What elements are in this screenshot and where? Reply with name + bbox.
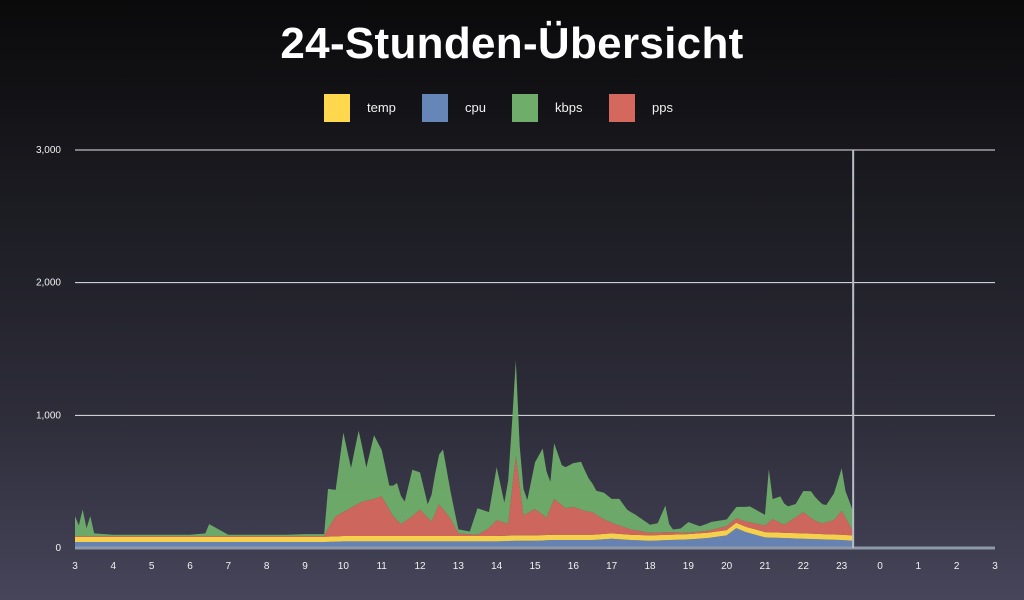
- x-tick-label: 23: [836, 561, 848, 572]
- x-tick-label: 18: [644, 561, 656, 572]
- x-tick-label: 16: [568, 561, 580, 572]
- legend-label-pps: pps: [652, 100, 673, 115]
- x-tick-label: 4: [111, 561, 117, 572]
- legend-label-temp: temp: [367, 100, 396, 115]
- x-tick-label: 12: [414, 561, 426, 572]
- x-tick-label: 0: [877, 561, 883, 572]
- y-tick-label: 2,000: [36, 278, 61, 289]
- x-tick-label: 13: [453, 561, 465, 572]
- y-tick-label: 0: [55, 543, 61, 554]
- x-tick-label: 5: [149, 561, 155, 572]
- x-tick-label: 9: [302, 561, 308, 572]
- x-tick-label: 1: [916, 561, 922, 572]
- x-tick-label: 7: [226, 561, 232, 572]
- x-tick-label: 2: [954, 561, 960, 572]
- page-title: 24-Stunden-Übersicht: [280, 19, 744, 68]
- x-tick-label: 14: [491, 561, 503, 572]
- x-tick-label: 10: [338, 561, 350, 572]
- x-tick-label: 19: [683, 561, 695, 572]
- legend-swatch-temp: [324, 94, 350, 122]
- legend-swatch-cpu: [422, 94, 448, 122]
- x-tick-label: 22: [798, 561, 810, 572]
- x-tick-label: 17: [606, 561, 618, 572]
- area-temp: [75, 522, 854, 543]
- x-tick-label: 8: [264, 561, 270, 572]
- x-tick-label: 20: [721, 561, 733, 572]
- y-tick-label: 1,000: [36, 410, 61, 421]
- x-tick-label: 6: [187, 561, 193, 572]
- area-cpu: [75, 528, 854, 548]
- x-tick-label: 15: [529, 561, 541, 572]
- area-kbps: [75, 360, 854, 537]
- x-tick-label: 3: [992, 561, 998, 572]
- y-tick-label: 3,000: [36, 145, 61, 156]
- legend-label-cpu: cpu: [465, 100, 486, 115]
- x-tick-label: 21: [759, 561, 771, 572]
- area-pps: [75, 455, 854, 537]
- legend: temp cpu kbps pps: [0, 94, 1024, 124]
- x-tick-label: 3: [72, 561, 78, 572]
- legend-swatch-pps: [609, 94, 635, 122]
- x-tick-label: 11: [376, 561, 387, 572]
- legend-label-kbps: kbps: [555, 100, 583, 115]
- legend-swatch-kbps: [512, 94, 538, 122]
